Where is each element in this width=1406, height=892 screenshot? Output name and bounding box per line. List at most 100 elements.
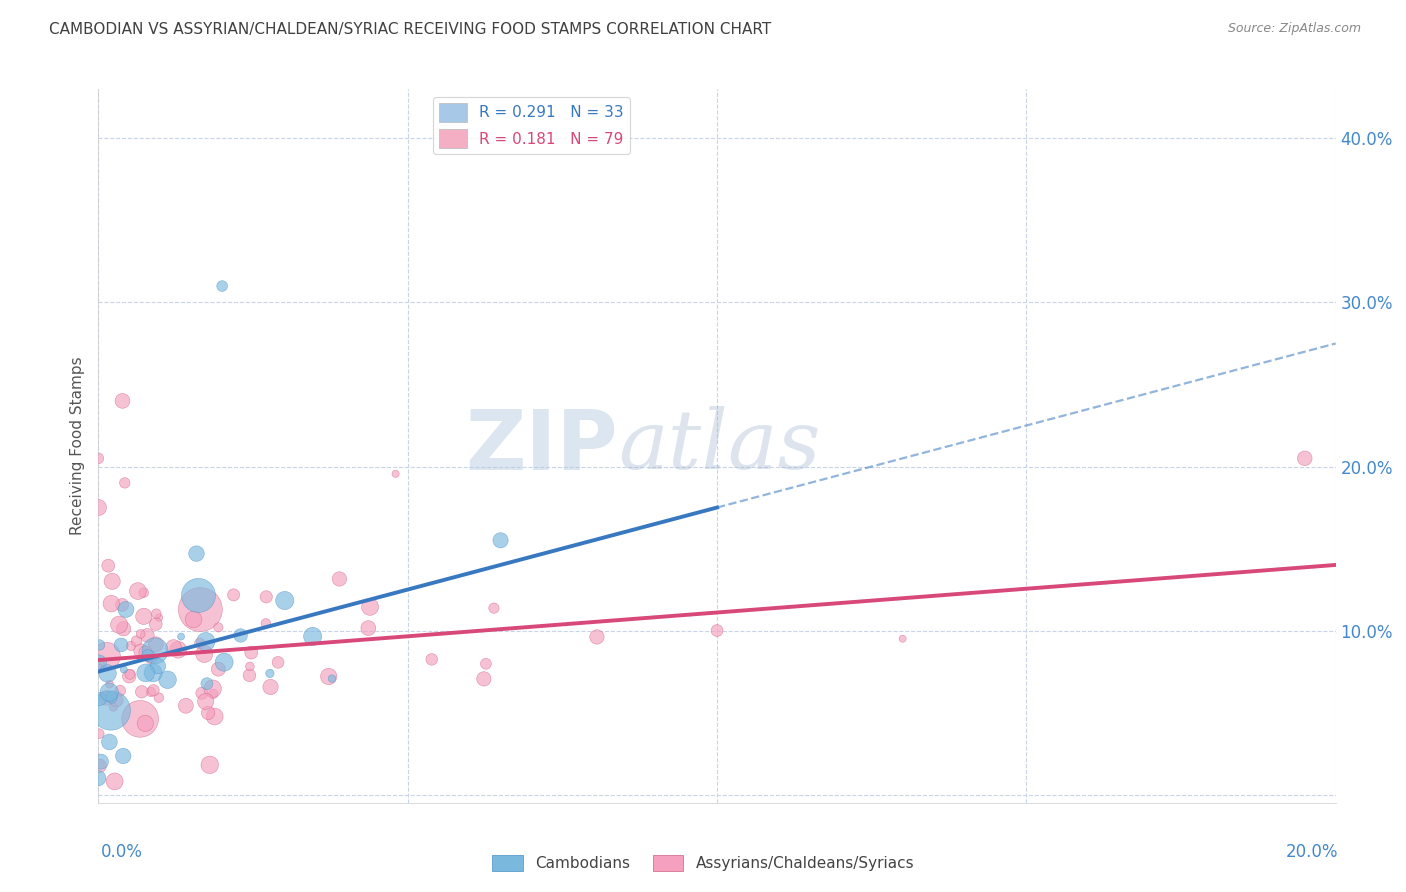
Point: [87, 771, 110, 785]
Point: [891, 632, 914, 646]
Point: [132, 585, 155, 599]
Point: [301, 629, 323, 643]
Point: [129, 712, 152, 726]
Point: [104, 774, 127, 789]
Point: [197, 706, 219, 720]
Point: [112, 622, 135, 636]
Point: [267, 656, 290, 670]
Point: [96, 690, 118, 705]
Point: [87, 451, 110, 466]
Point: [212, 655, 235, 669]
Point: [98, 685, 121, 699]
Point: [108, 617, 131, 632]
Point: [87, 656, 110, 670]
Point: [146, 659, 169, 673]
Text: 0.0%: 0.0%: [101, 843, 143, 861]
Point: [259, 680, 281, 694]
Point: [706, 624, 728, 638]
Point: [103, 700, 125, 714]
Point: [482, 601, 505, 615]
Point: [89, 661, 111, 675]
Point: [125, 634, 148, 648]
Point: [112, 749, 135, 764]
Legend: R = 0.291   N = 33, R = 0.181   N = 79: R = 0.291 N = 33, R = 0.181 N = 79: [433, 97, 630, 154]
Point: [187, 589, 209, 603]
Point: [201, 681, 224, 696]
Point: [112, 663, 135, 677]
Point: [195, 676, 218, 690]
Point: [134, 645, 156, 659]
Point: [254, 590, 277, 604]
Point: [472, 672, 495, 686]
Point: [420, 652, 443, 666]
Point: [586, 630, 609, 644]
Y-axis label: Receiving Food Stamps: Receiving Food Stamps: [70, 357, 86, 535]
Point: [222, 588, 245, 602]
Point: [174, 698, 197, 713]
Point: [111, 393, 134, 408]
Point: [254, 616, 277, 631]
Text: 20.0%: 20.0%: [1286, 843, 1339, 861]
Point: [198, 757, 221, 772]
Point: [136, 648, 159, 663]
Point: [136, 628, 159, 642]
Point: [101, 574, 124, 589]
Point: [148, 690, 170, 705]
Point: [191, 686, 214, 700]
Point: [207, 662, 229, 676]
Point: [167, 642, 190, 657]
Point: [139, 685, 162, 699]
Point: [357, 621, 380, 635]
Point: [87, 500, 110, 515]
Point: [145, 617, 167, 632]
Point: [162, 640, 184, 655]
Point: [188, 602, 211, 616]
Point: [100, 690, 122, 705]
Text: ZIP: ZIP: [465, 406, 619, 486]
Point: [204, 709, 226, 723]
Point: [318, 669, 340, 683]
Point: [170, 630, 193, 644]
Point: [100, 704, 122, 718]
Point: [148, 610, 170, 624]
Legend: Cambodians, Assyrians/Chaldeans/Syriacs: Cambodians, Assyrians/Chaldeans/Syriacs: [486, 849, 920, 877]
Point: [328, 572, 350, 586]
Text: Source: ZipAtlas.com: Source: ZipAtlas.com: [1227, 22, 1361, 36]
Text: atlas: atlas: [619, 406, 821, 486]
Point: [142, 665, 165, 680]
Point: [90, 755, 112, 769]
Point: [194, 634, 217, 648]
Point: [89, 638, 111, 652]
Point: [127, 584, 149, 599]
Point: [489, 533, 512, 548]
Point: [129, 644, 152, 658]
Point: [96, 649, 118, 664]
Point: [183, 612, 205, 626]
Point: [98, 677, 121, 691]
Point: [193, 647, 215, 661]
Point: [100, 597, 122, 611]
Point: [115, 602, 138, 616]
Point: [105, 693, 128, 707]
Point: [89, 727, 111, 741]
Point: [111, 598, 134, 612]
Point: [156, 673, 179, 687]
Point: [229, 628, 252, 642]
Point: [1294, 451, 1316, 466]
Point: [134, 716, 156, 731]
Point: [188, 636, 211, 650]
Point: [359, 599, 381, 614]
Point: [145, 607, 167, 621]
Point: [384, 467, 406, 481]
Point: [186, 547, 208, 561]
Point: [132, 609, 155, 624]
Point: [475, 657, 498, 671]
Point: [89, 692, 111, 706]
Text: CAMBODIAN VS ASSYRIAN/CHALDEAN/SYRIAC RECEIVING FOOD STAMPS CORRELATION CHART: CAMBODIAN VS ASSYRIAN/CHALDEAN/SYRIAC RE…: [49, 22, 772, 37]
Point: [118, 669, 141, 683]
Point: [259, 666, 281, 681]
Point: [97, 666, 120, 681]
Point: [238, 668, 260, 682]
Point: [142, 683, 165, 698]
Point: [131, 685, 153, 699]
